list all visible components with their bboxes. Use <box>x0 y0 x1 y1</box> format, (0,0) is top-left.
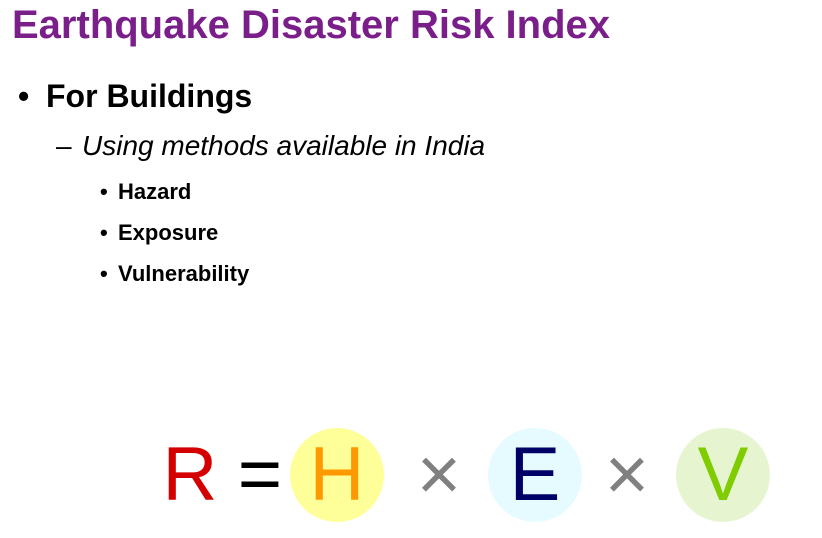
formula-vulnerability: V <box>697 432 749 517</box>
bullet-text: Hazard <box>118 179 192 204</box>
sub-sub-bullet-vulnerability: • Vulnerability <box>100 260 249 288</box>
bullet-marker: • <box>100 220 108 245</box>
dash-marker: – <box>56 130 72 161</box>
bullet-marker: • <box>100 261 108 286</box>
sub-sub-bullet-exposure: • Exposure <box>100 219 218 247</box>
bullet-for-buildings: • For Buildings <box>18 76 252 116</box>
formula-risk: R <box>162 432 218 517</box>
slide-title: Earthquake Disaster Risk Index <box>12 3 611 47</box>
formula-times: × <box>604 432 650 517</box>
sub-bullet-methods: – Using methods available in India <box>56 128 485 164</box>
hazard-circle <box>290 428 384 522</box>
bullet-marker: • <box>100 179 108 204</box>
vulnerability-circle <box>676 428 770 522</box>
sub-sub-bullet-hazard: • Hazard <box>100 178 191 206</box>
risk-formula: R = H × E × V <box>160 420 800 530</box>
bullet-text: For Buildings <box>46 78 253 114</box>
bullet-text: Exposure <box>118 220 219 245</box>
formula-hazard: H <box>309 432 365 517</box>
exposure-circle <box>488 428 582 522</box>
formula-equals: = <box>237 432 283 517</box>
sub-bullet-text: Using methods available in India <box>82 130 486 161</box>
formula-exposure: E <box>509 432 561 517</box>
formula-times: × <box>416 432 462 517</box>
bullet-text: Vulnerability <box>118 261 250 286</box>
bullet-marker: • <box>18 78 30 114</box>
